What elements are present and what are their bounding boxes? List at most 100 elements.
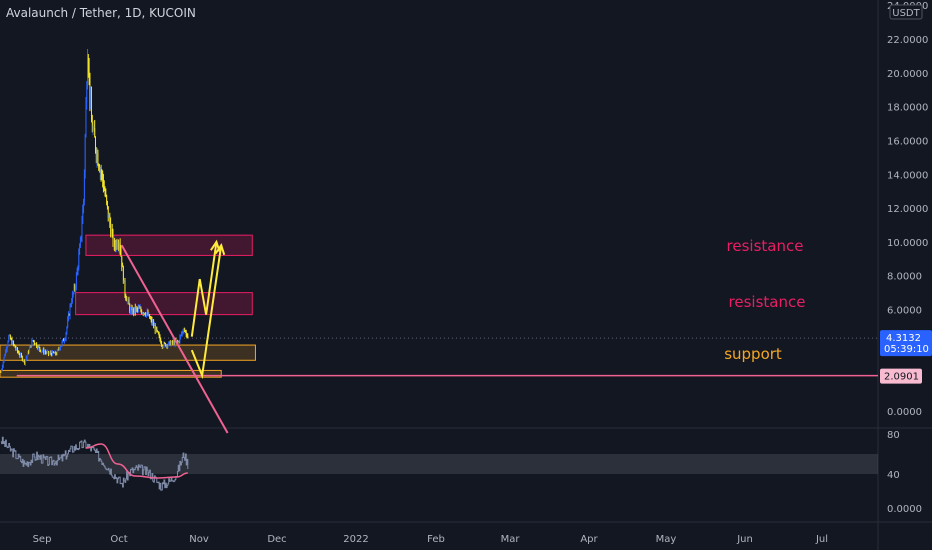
candle-body [185, 330, 186, 332]
candle-body [54, 351, 56, 354]
candle-body [90, 97, 92, 100]
candle-body [71, 302, 73, 305]
candle-body [41, 351, 42, 353]
candle-body [68, 314, 70, 316]
candle-body [122, 266, 124, 268]
candle-body [113, 240, 115, 245]
candle-body [63, 339, 65, 342]
candle-body [124, 280, 126, 295]
candle-body [24, 359, 26, 364]
candle-body [18, 352, 20, 355]
candle-body [66, 326, 68, 333]
candle-body [20, 354, 22, 356]
candle-body [147, 311, 149, 316]
candle-body [168, 341, 170, 345]
candle-body [114, 240, 116, 246]
candle-body [88, 71, 90, 73]
candle-body [180, 334, 182, 337]
rsi-line[interactable] [0, 436, 189, 491]
candle-body [157, 330, 159, 332]
candle-body [106, 195, 108, 202]
candle-body [185, 331, 187, 336]
candle-body [149, 314, 151, 319]
time-axis-tick: Jul [815, 534, 828, 545]
candle-body [47, 351, 49, 352]
candle-body [70, 304, 72, 306]
candle-body [93, 127, 95, 130]
candle-body [58, 349, 60, 350]
candle-body [38, 346, 40, 348]
candle-body [69, 305, 71, 316]
candle-body [115, 242, 117, 248]
candle-body [126, 298, 127, 302]
candle-body [3, 357, 5, 362]
candle-body [86, 87, 88, 104]
candle-body [150, 318, 151, 320]
candle-body [170, 342, 172, 346]
candle-body [33, 340, 34, 342]
candle-body [76, 275, 77, 288]
candle-body [171, 341, 173, 343]
candle-body [31, 340, 33, 347]
time-axis-tick: Apr [580, 534, 598, 545]
candle-body [43, 349, 45, 354]
candle-body [68, 314, 69, 320]
rsi-axis-tick: 40 [887, 470, 900, 481]
candle-body [142, 313, 143, 314]
candle-body [64, 339, 66, 341]
arrow-head-icon [214, 243, 226, 256]
candle-body [141, 310, 143, 314]
candle-body [148, 314, 150, 316]
projection-path[interactable] [190, 245, 223, 380]
candle-body [160, 339, 162, 344]
bar-countdown: 05:39:10 [884, 344, 929, 355]
candle-body [92, 129, 94, 132]
price-axis-tick: 16.0000 [887, 136, 928, 147]
candle-body [59, 349, 61, 351]
candle-body [60, 346, 61, 350]
candle-body [52, 351, 54, 353]
price-axis-tick: 22.0000 [887, 35, 928, 46]
support-zone[interactable] [0, 344, 256, 361]
price-axis-tick: 20.0000 [887, 69, 928, 80]
candle-body [146, 312, 147, 316]
projection-path[interactable] [190, 241, 218, 337]
time-axis-tick: 2022 [343, 534, 368, 545]
resistance-zone[interactable] [75, 292, 253, 316]
candle-body [110, 223, 112, 235]
candle-body [107, 201, 108, 207]
candle-body [17, 348, 18, 352]
candle-body [35, 343, 37, 345]
candle-body [5, 350, 7, 356]
candle-body [112, 230, 114, 245]
candle-body [62, 339, 64, 342]
candle-body [16, 348, 18, 350]
candle-body [21, 356, 23, 361]
candle-body [97, 153, 99, 165]
candle-body [56, 350, 58, 355]
candle-body [34, 343, 36, 345]
candle-body [111, 229, 112, 235]
candle-body [169, 341, 171, 346]
candle-body [74, 286, 76, 289]
lower-support-zone[interactable] [0, 369, 222, 378]
price-axis-tick: 10.0000 [887, 238, 928, 249]
candle-body [82, 209, 84, 224]
time-axis-tick: Oct [110, 534, 127, 545]
candle-body [52, 351, 53, 356]
candle-body [83, 200, 85, 210]
candle-body [25, 357, 27, 360]
rsi-ma-line[interactable] [85, 443, 188, 479]
resistance-zone[interactable] [85, 234, 253, 256]
candle-body [79, 246, 81, 255]
candle-body [163, 342, 165, 347]
candle-body [128, 299, 130, 305]
candle-body [14, 345, 16, 348]
candle-body [84, 136, 86, 172]
descending-trendline[interactable] [120, 244, 229, 434]
candle-body [94, 127, 96, 138]
candle-body [153, 322, 155, 326]
candle-body [165, 343, 166, 347]
candle-body [127, 299, 129, 301]
